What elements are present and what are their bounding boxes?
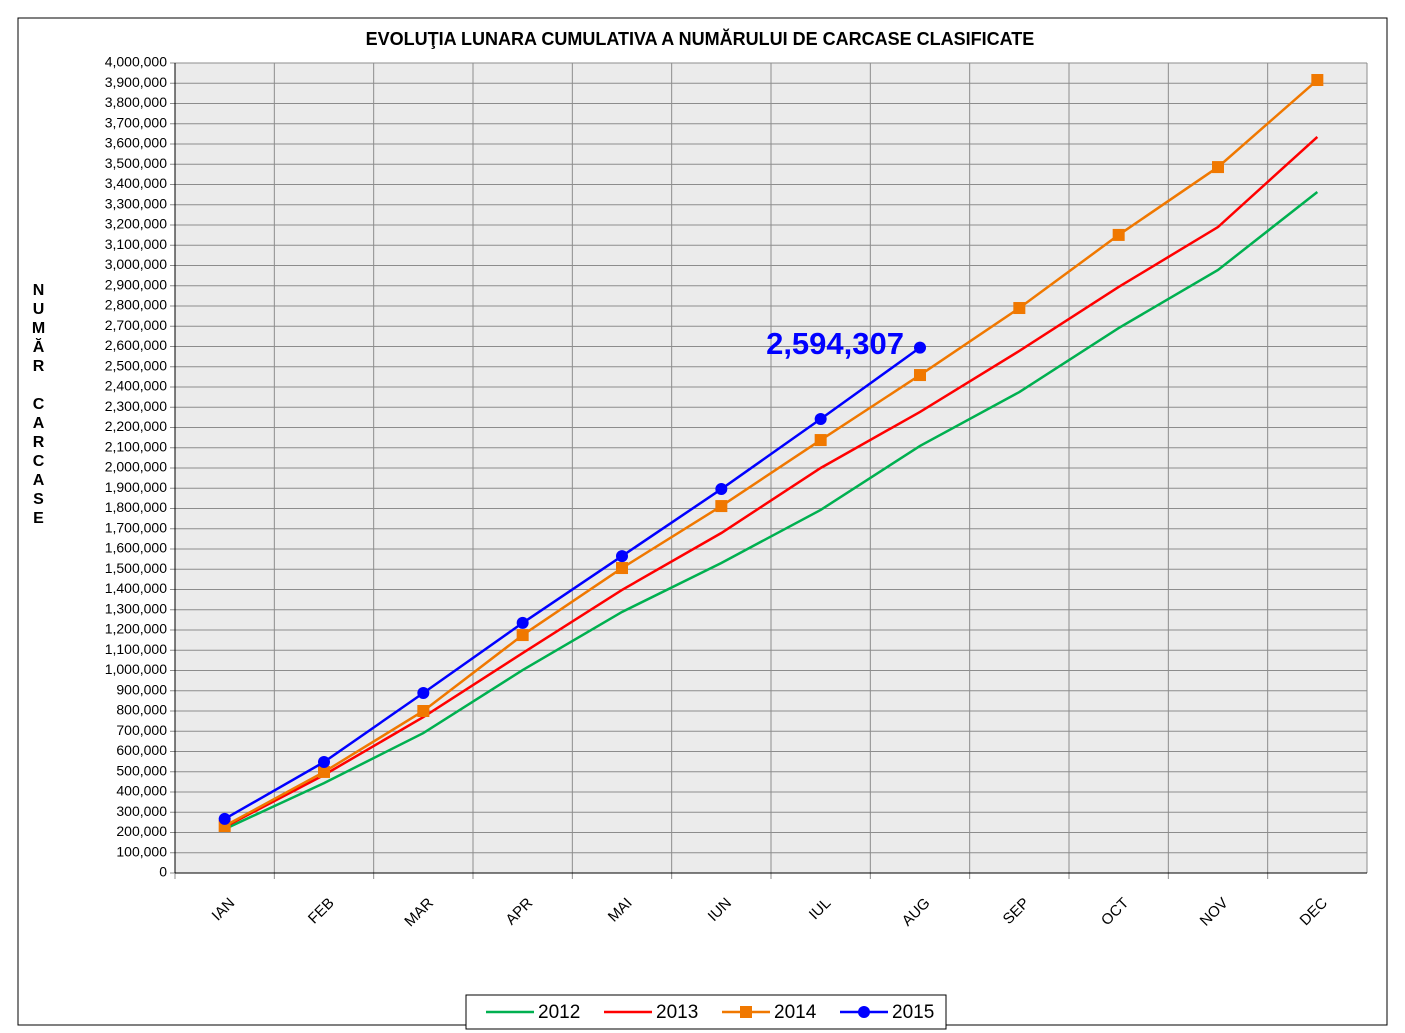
y-tick-label: 1,200,000 — [105, 621, 167, 637]
y-tick-label: 3,000,000 — [105, 256, 167, 272]
series-line — [224, 135, 1319, 829]
y-tick-label: 1,800,000 — [105, 499, 167, 515]
y-tick-label: 100,000 — [116, 843, 167, 859]
point — [1311, 74, 1324, 87]
y-tick-label: 1,500,000 — [105, 560, 167, 576]
y-tick-label: 2,400,000 — [105, 378, 167, 394]
y-tick-label: 4,000,000 — [105, 54, 167, 70]
chart-title: EVOLUŢIA LUNARA CUMULATIVA A NUMĂRULUI D… — [366, 28, 1035, 49]
point — [318, 756, 330, 769]
data-label: 2,594,307 — [766, 326, 904, 361]
y-tick-label: 900,000 — [116, 681, 167, 697]
point — [1112, 228, 1125, 241]
y-tick-label: 800,000 — [116, 702, 167, 718]
y-tick-label: 2,500,000 — [105, 357, 167, 373]
legend-marker — [740, 1006, 752, 1018]
legend-label: 2014 — [774, 1002, 817, 1023]
point — [814, 434, 827, 447]
y-tick-label: 0 — [159, 864, 167, 880]
point — [715, 483, 728, 496]
y-axis-label: NUMĂR CARCASE — [30, 282, 47, 529]
y-tick-label: 2,100,000 — [105, 438, 167, 454]
point — [1013, 302, 1026, 315]
legend-label: 2012 — [538, 1002, 580, 1023]
point — [914, 341, 926, 354]
point — [516, 616, 529, 629]
series-line — [224, 79, 1319, 828]
point — [715, 500, 728, 513]
y-tick-label: 600,000 — [116, 742, 167, 758]
y-tick-label: 2,300,000 — [105, 398, 167, 414]
point — [1212, 161, 1224, 174]
y-tick-label: 400,000 — [116, 783, 167, 799]
point — [914, 369, 926, 382]
point — [318, 765, 330, 778]
y-tick-label: 700,000 — [116, 722, 167, 738]
y-tick-label: 3,300,000 — [105, 195, 167, 211]
y-tick-label: 3,900,000 — [105, 74, 167, 90]
point — [516, 629, 529, 642]
point — [417, 686, 430, 699]
legend-label: 2015 — [892, 1002, 934, 1023]
y-tick-label: 3,100,000 — [105, 236, 167, 252]
point — [616, 550, 628, 563]
y-tick-label: 200,000 — [116, 823, 167, 839]
y-tick-label: 2,600,000 — [105, 337, 167, 353]
y-tick-label: 2,900,000 — [105, 276, 167, 292]
y-tick-label: 1,300,000 — [105, 600, 167, 616]
y-tick-label: 3,500,000 — [105, 155, 167, 171]
y-tick-label: 3,200,000 — [105, 216, 167, 232]
y-tick-label: 1,900,000 — [105, 479, 167, 495]
y-tick-label: 1,000,000 — [105, 661, 167, 677]
y-tick-label: 2,800,000 — [105, 297, 167, 313]
legend-label: 2013 — [656, 1002, 698, 1023]
y-tick-label: 1,600,000 — [105, 540, 167, 556]
series-line — [224, 191, 1319, 831]
y-tick-label: 3,800,000 — [105, 94, 167, 110]
y-tick-label: 3,400,000 — [105, 175, 167, 191]
point — [218, 812, 231, 825]
y-tick-label: 1,400,000 — [105, 580, 167, 596]
point — [814, 412, 827, 425]
y-tick-label: 2,700,000 — [105, 317, 167, 333]
y-tick-label: 3,700,000 — [105, 114, 167, 130]
y-tick-label: 3,600,000 — [105, 135, 167, 151]
point — [417, 705, 430, 717]
series-line — [224, 346, 921, 821]
y-tick-label: 1,100,000 — [105, 641, 167, 657]
y-tick-label: 1,700,000 — [105, 519, 167, 535]
point — [616, 562, 628, 575]
y-tick-label: 300,000 — [116, 803, 167, 819]
y-tick-label: 2,000,000 — [105, 459, 167, 475]
legend-marker — [858, 1006, 870, 1018]
y-tick-label: 2,200,000 — [105, 418, 167, 434]
y-tick-label: 500,000 — [116, 762, 167, 778]
